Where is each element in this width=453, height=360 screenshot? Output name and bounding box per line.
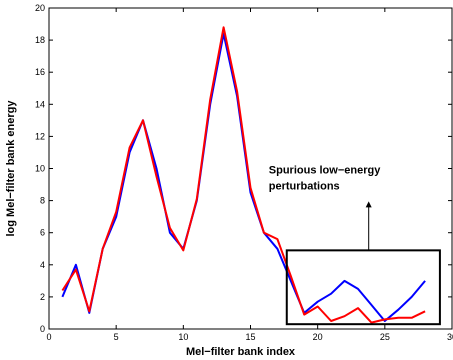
x-tick-label: 5 [114,332,119,342]
y-tick-label: 16 [35,67,45,77]
annotation-arrowhead [365,201,372,208]
x-tick-label: 0 [46,332,51,342]
y-tick-label: 0 [40,324,45,334]
y-tick-label: 4 [40,260,45,270]
x-tick-label: 25 [380,332,390,342]
y-tick-label: 2 [40,292,45,302]
annotation-group: Spurious low−energy perturbations [269,164,441,326]
x-tick-label: 15 [245,332,255,342]
annotation-box [285,249,441,326]
x-tick-label: 20 [313,332,323,342]
annotation-text-line-2: perturbations [269,180,340,192]
y-tick-label: 14 [35,99,45,109]
series-line-2 [61,26,426,324]
y-tick-label: 20 [35,3,45,13]
y-tick-label: 10 [35,164,45,174]
series-line-1 [61,32,426,322]
axes: 0 5 10 15 20 25 30 0 2 4 6 8 10 12 14 16 18 20 [35,3,453,342]
plot-frame [48,7,453,330]
y-tick-label: 18 [35,35,45,45]
annotation-text-line-1: Spurious low−energy [269,164,381,176]
series-group [61,26,426,324]
x-tick-label: 30 [447,332,453,342]
y-tick-label: 8 [40,196,45,206]
y-tick-label: 12 [35,131,45,141]
x-axis-label: Mel−filter bank index [186,346,296,358]
y-axis-label: log Mel−filter bank energy [5,100,17,237]
y-tick-label: 6 [40,228,45,238]
x-tick-label: 10 [178,332,188,342]
